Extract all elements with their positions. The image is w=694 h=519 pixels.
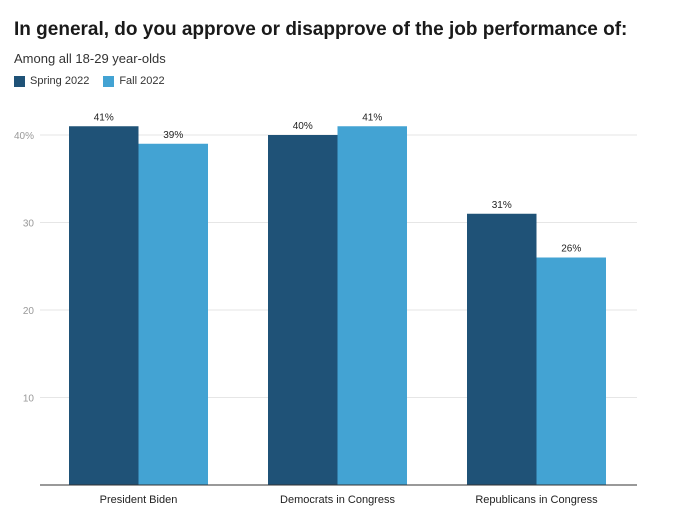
chart-subtitle: Among all 18-29 year-olds — [14, 51, 166, 66]
bar-fall-2022-1 — [337, 126, 407, 485]
data-label-spring-2022-2: 31% — [492, 200, 512, 211]
data-label-fall-2022-1: 41% — [362, 112, 382, 123]
data-label-fall-2022-0: 39% — [163, 130, 183, 141]
x-tick-label-1: Democrats in Congress — [280, 494, 395, 506]
chart-title: In general, do you approve or disapprove… — [14, 19, 628, 40]
legend-label-fall-2022: Fall 2022 — [119, 75, 165, 87]
chart-legend: Spring 2022 Fall 2022 — [14, 75, 179, 87]
data-label-spring-2022-1: 40% — [293, 121, 313, 132]
y-tick-label-30: 30 — [23, 219, 35, 230]
data-label-spring-2022-0: 41% — [94, 112, 114, 123]
y-tick-label-40: 40% — [14, 131, 34, 142]
legend-swatch-spring-2022 — [14, 75, 25, 87]
bar-fall-2022-0 — [138, 143, 208, 485]
legend-item-spring-2022: Spring 2022 — [14, 75, 89, 87]
legend-label-spring-2022: Spring 2022 — [30, 75, 90, 87]
bar-spring-2022-0 — [69, 126, 139, 485]
y-tick-label-20: 20 — [23, 306, 35, 317]
legend-swatch-fall-2022 — [103, 75, 115, 87]
bar-spring-2022-2 — [467, 213, 537, 485]
bar-fall-2022-2 — [536, 257, 606, 485]
x-tick-label-2: Republicans in Congress — [475, 494, 598, 506]
legend-item-fall-2022: Fall 2022 — [103, 75, 165, 87]
y-tick-label-10: 10 — [23, 394, 35, 405]
x-tick-label-0: President Biden — [100, 494, 178, 506]
bar-spring-2022-1 — [268, 135, 338, 485]
data-label-fall-2022-2: 26% — [561, 244, 581, 255]
